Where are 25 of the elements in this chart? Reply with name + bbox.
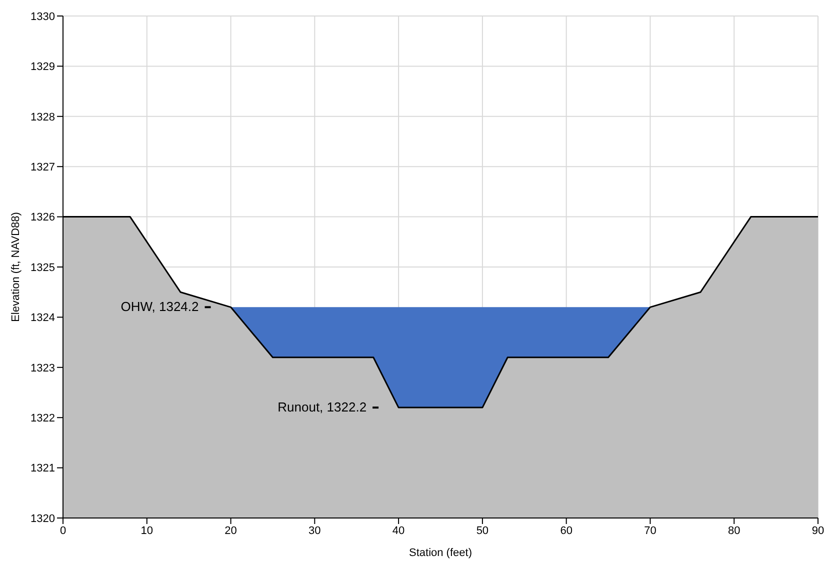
x-tick-label: 50	[476, 524, 489, 537]
y-tick-label: 1329	[30, 61, 55, 74]
y-tick-label: 1328	[30, 111, 55, 124]
y-tick-label: 1325	[30, 262, 55, 274]
y-axis-title: Elevation (ft, NAVD88)	[10, 212, 22, 322]
y-tick-label: 1320	[30, 512, 55, 525]
annotation: OHW, 1324.2	[120, 299, 199, 314]
x-tick-label: 70	[644, 524, 656, 537]
x-tick-label: 0	[60, 524, 66, 537]
x-tick-label: 40	[392, 524, 405, 537]
x-tick-label: 10	[140, 524, 154, 537]
x-tick-label: 90	[812, 524, 824, 537]
x-tick-label: 60	[560, 524, 572, 537]
x-tick-label: 30	[308, 524, 321, 537]
y-tick-label: 1327	[30, 162, 55, 174]
y-tick-label: 1321	[30, 462, 55, 475]
y-tick-label: 1323	[30, 362, 55, 374]
y-tick-label: 1324	[30, 312, 55, 324]
y-tick-label: 1326	[30, 212, 55, 224]
y-tick-label: 1322	[30, 412, 55, 425]
annotation: Runout, 1322.2	[278, 400, 367, 415]
x-tick-label: 80	[728, 524, 740, 537]
y-tick-label: 1330	[30, 10, 55, 23]
x-tick-label: 20	[224, 524, 237, 537]
x-axis-title: Station (feet)	[409, 547, 472, 559]
